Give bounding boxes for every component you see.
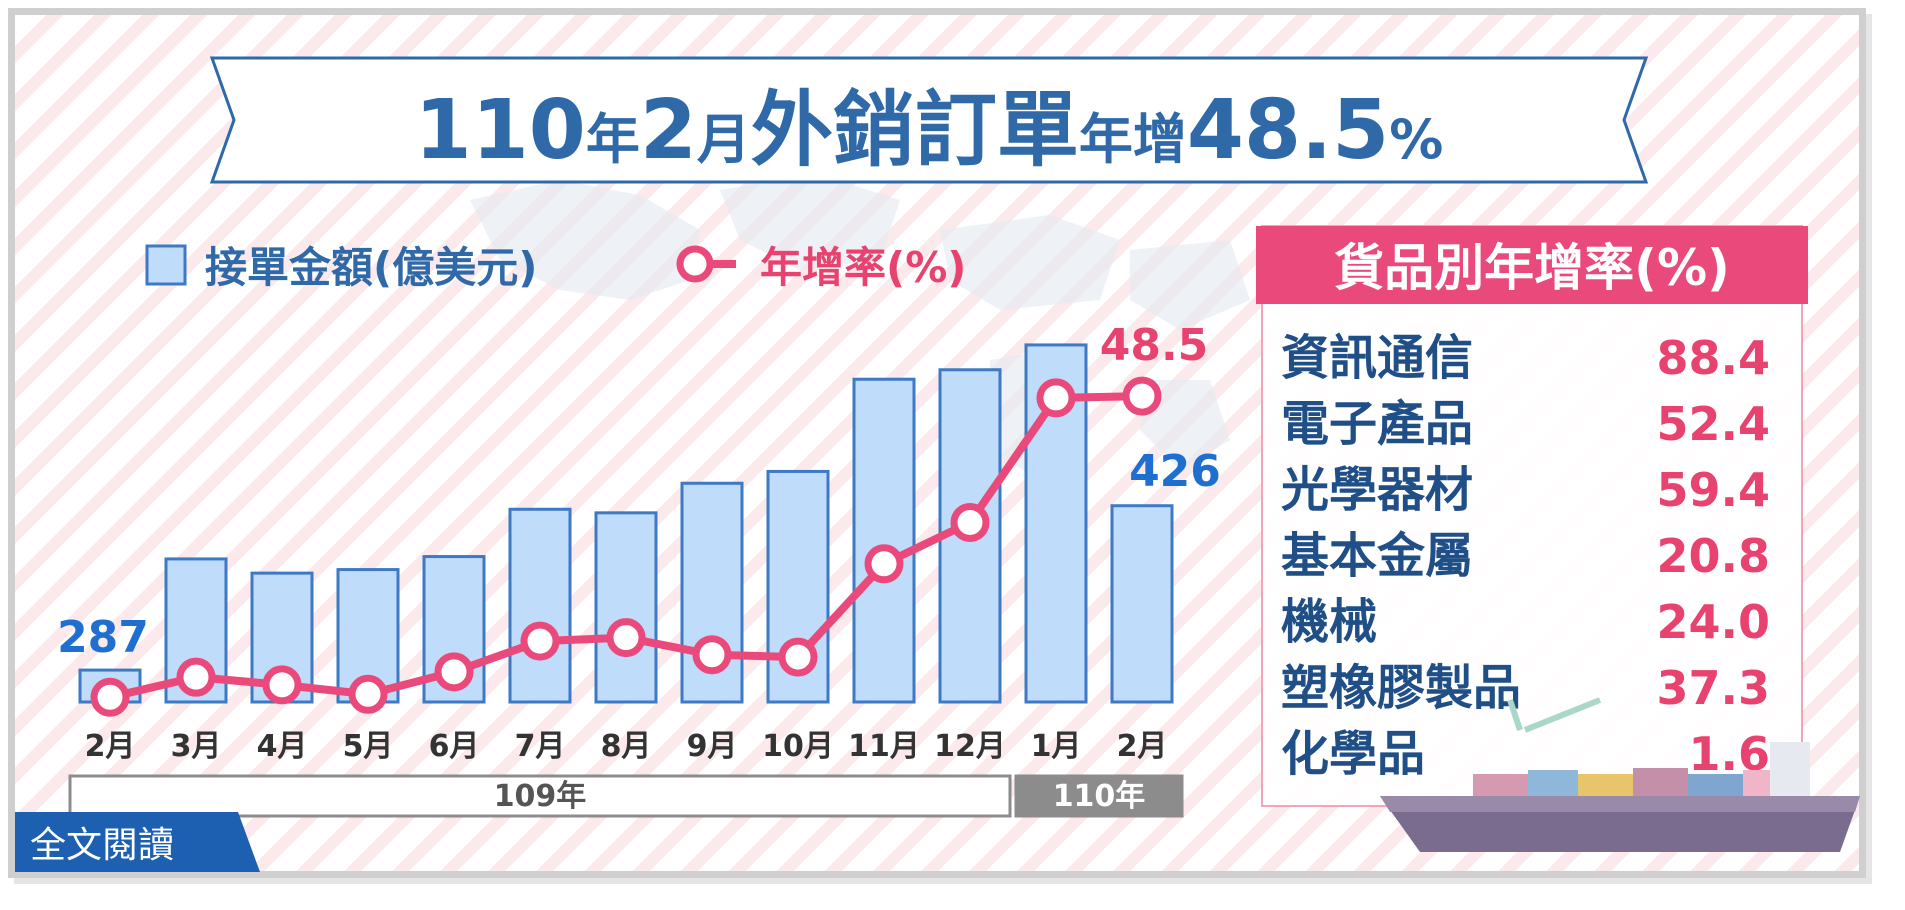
product-panel: 貨品別年增率(%) 資訊通信 88.4 電子產品 52.4 光學器材 59.4 基本金屬 20… <box>1256 225 1808 807</box>
product-growth-value: 37.3 <box>1657 661 1771 715</box>
product-name: 機械 <box>1281 594 1377 650</box>
product-growth-value: 24.0 <box>1657 595 1771 649</box>
product-growth-value: 59.4 <box>1657 463 1771 517</box>
bar <box>852 377 916 704</box>
data-label: 287 <box>57 612 149 663</box>
x-tick-label: 1月 <box>1031 729 1082 764</box>
legend-line-label: 年增率(%) <box>760 243 966 292</box>
legend-line-marker <box>676 245 714 283</box>
product-name: 資訊通信 <box>1281 330 1473 386</box>
data-labels: 287 426 48.5 <box>57 320 1221 663</box>
data-label: 48.5 <box>1100 320 1209 371</box>
x-tick-label: 3月 <box>171 729 222 764</box>
growth-point <box>176 657 216 697</box>
legend-bar-label: 接單金額(億美元) <box>205 243 537 292</box>
growth-point <box>864 544 904 584</box>
product-growth-value: 88.4 <box>1657 331 1771 385</box>
bar <box>1110 504 1174 704</box>
growth-point <box>1036 378 1076 418</box>
year-group-box <box>68 774 1012 818</box>
year-groups: 109年 110年 <box>68 774 1184 818</box>
x-tick-label: 7月 <box>515 729 566 764</box>
x-tick-label: 4月 <box>257 729 308 764</box>
x-axis: 2月 3月 4月 5月 6月 7月 8月 9月 10月 11月 12月 1月 2月 <box>85 729 1168 764</box>
bar <box>508 507 572 704</box>
chart-legend: 接單金額(億美元) 年增率(%) <box>145 243 966 292</box>
read-more-button[interactable]: 全文閱讀 <box>15 812 260 872</box>
product-name: 光學器材 <box>1281 462 1473 518</box>
x-tick-label: 9月 <box>687 729 738 764</box>
product-growth-value: 52.4 <box>1657 397 1771 451</box>
growth-point <box>262 665 302 705</box>
x-tick-label: 11月 <box>848 729 920 764</box>
growth-point <box>90 677 130 717</box>
line-series <box>90 376 1162 717</box>
cargo-ship-illustration <box>1380 697 1860 852</box>
growth-point <box>1122 376 1162 416</box>
x-tick-label: 6月 <box>429 729 480 764</box>
year-group-box <box>1014 774 1184 818</box>
growth-point <box>778 637 818 677</box>
product-name: 電子產品 <box>1281 396 1473 452</box>
year-group-label: 109年 <box>494 779 587 814</box>
product-growth-value: 20.8 <box>1657 529 1771 583</box>
product-name: 化學品 <box>1281 726 1425 782</box>
product-panel-box <box>1261 225 1803 807</box>
growth-point <box>950 502 990 542</box>
title-banner: 110年2月外銷訂單年增48.5% <box>209 56 1649 184</box>
product-name: 基本金屬 <box>1281 528 1473 584</box>
growth-point <box>434 652 474 692</box>
legend-bar-swatch <box>145 244 187 286</box>
page-title: 110年2月外銷訂單年增48.5% <box>415 83 1444 178</box>
read-more-label[interactable]: 全文閱讀 <box>30 825 174 866</box>
title-banner-shape <box>209 56 1649 184</box>
bar <box>594 511 658 704</box>
x-tick-label: 5月 <box>343 729 394 764</box>
year-group-label: 110年 <box>1053 779 1146 814</box>
x-tick-label: 2月 <box>1117 729 1168 764</box>
x-tick-label: 2月 <box>85 729 136 764</box>
growth-point <box>692 635 732 675</box>
data-label: 426 <box>1129 446 1221 497</box>
product-panel-header-bg <box>1256 226 1808 304</box>
read-more-button-bg[interactable] <box>15 812 260 872</box>
product-name: 塑橡膠製品 <box>1281 660 1521 716</box>
growth-point <box>348 674 388 714</box>
x-tick-label: 12月 <box>934 729 1006 764</box>
x-tick-label: 10月 <box>762 729 834 764</box>
growth-point <box>520 621 560 661</box>
product-panel-header: 貨品別年增率(%) <box>1334 239 1730 297</box>
growth-point <box>606 618 646 658</box>
world-map-decoration <box>470 175 1250 480</box>
x-tick-label: 8月 <box>601 729 652 764</box>
